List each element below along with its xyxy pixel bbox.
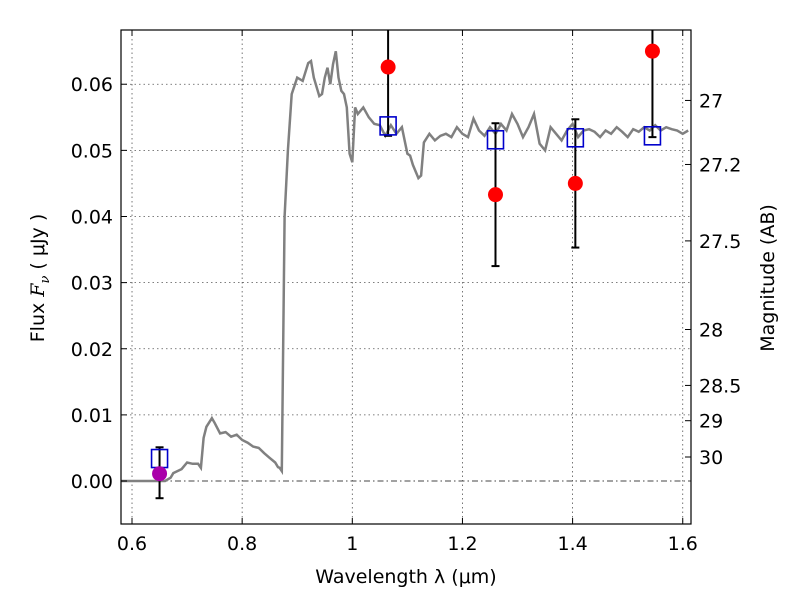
x-tick-label: 0.6: [117, 533, 147, 555]
x-tick-label: 0.8: [227, 533, 257, 555]
x-tick-label: 1.2: [447, 533, 477, 555]
observed-flux-point: [380, 59, 396, 75]
observed-flux-point: [487, 187, 503, 203]
magnitude-tick-label: 27.5: [699, 231, 741, 253]
magnitude-tick-label: 30: [699, 447, 723, 469]
observed-flux-point: [644, 43, 660, 59]
x-tick-label: 1.4: [557, 533, 587, 555]
y-tick-label: 0.05: [71, 140, 113, 162]
x-tick-label: 1: [346, 533, 358, 555]
magnitude-tick-label: 28: [699, 320, 723, 342]
y-tick-label: 0.00: [71, 471, 113, 493]
model-photometry-square: [643, 126, 662, 146]
y-axis-ticks: 0.00 0.01 0.02 0.03 0.04 0.05 0.06: [71, 74, 127, 493]
y-tick-label: 0.04: [71, 206, 113, 228]
model-photometry-square: [486, 129, 505, 150]
magnitude-tick-label: 29: [699, 411, 723, 433]
data-markers: [150, 30, 662, 500]
model-photometry-square: [379, 116, 397, 136]
y-tick-label: 0.03: [71, 273, 113, 295]
magnitude-tick-label: 28.5: [699, 375, 741, 397]
grid-lines: [121, 30, 691, 524]
y-tick-label: 0.01: [71, 405, 113, 427]
x-axis-label: Wavelength λ (μm): [315, 566, 496, 588]
magnitude-tick-label: 27.2: [699, 154, 741, 176]
y-axis-label: Flux Fν ( μJy ): [27, 214, 53, 343]
nondetection-point: [152, 466, 168, 482]
plot-frame: [120, 29, 692, 525]
model-photometry-square: [566, 127, 585, 148]
magnitude-axis-label: Magnitude (AB): [757, 204, 779, 352]
observed-flux-point: [567, 175, 583, 191]
magnitude-tick-label: 27: [699, 90, 723, 112]
model-spectrum-line: [121, 50, 689, 483]
x-axis-ticks: 0.6 0.8 1 1.2 1.4 1.6: [117, 30, 698, 555]
y-tick-label: 0.02: [71, 339, 113, 361]
y-tick-label: 0.06: [71, 74, 113, 96]
x-tick-label: 1.6: [668, 533, 698, 555]
magnitude-axis-ticks: 27 27.2 27.5 28 28.5 29 30: [685, 90, 741, 469]
